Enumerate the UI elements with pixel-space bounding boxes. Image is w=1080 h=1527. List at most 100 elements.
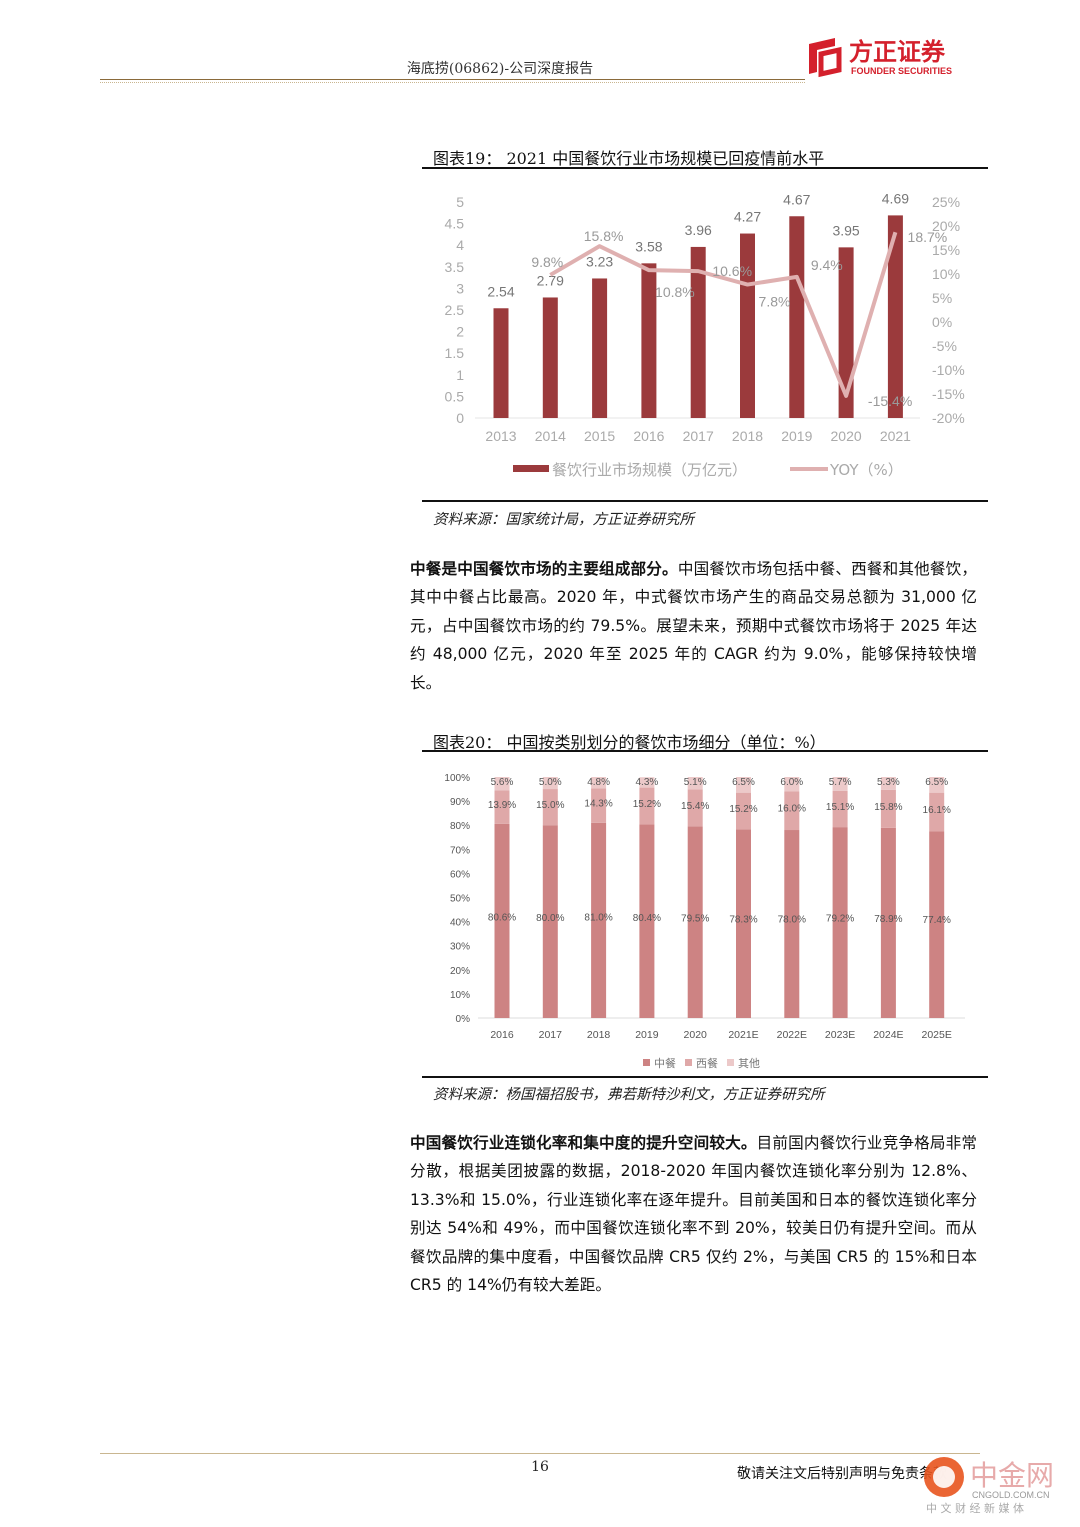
segment-value-label: 80.0% <box>536 913 564 924</box>
x-tick-label: 2023E <box>825 1029 855 1041</box>
y-left-tick-label: 0 <box>456 410 464 426</box>
segment-value-label: 5.3% <box>877 777 900 788</box>
segment-value-label: 80.4% <box>633 913 661 924</box>
segment-value-label: 16.0% <box>778 804 806 815</box>
yoy-value-label: 18.7% <box>908 229 948 245</box>
x-tick-label: 2022E <box>777 1029 807 1041</box>
figure20-chart: 0% 10% 20% 30% 40% 50% 60% 70% 80% 90% 100% 80.6% 13… <box>444 773 965 1070</box>
x-tick-label: 2019 <box>635 1029 659 1041</box>
svg-text:CNGOLD.COM.CN: CNGOLD.COM.CN <box>972 1490 1050 1500</box>
figure19-chart: 0 0.5 1 1.5 2 2.5 3 3.5 4 4.5 5 -20% -15% -10% -5% 0% 5%… <box>445 190 965 479</box>
segment-value-label: 5.0% <box>539 777 562 788</box>
bar-market-size <box>641 263 657 418</box>
y-left-tick-label: 3 <box>456 280 464 296</box>
stacked-bar-western <box>784 791 800 831</box>
y-right-tick-label: 5% <box>932 290 952 306</box>
figure20-caption: 图表20： 中国按类别划分的餐饮市场细分（单位：%） <box>433 733 826 752</box>
figure20-source: 资料来源：杨国福招股书，弗若斯特沙利文，方正证券研究所 <box>433 1087 825 1103</box>
bar-value-label: 3.96 <box>685 222 712 238</box>
y-tick-label: 40% <box>450 918 470 929</box>
yoy-value-label: 10.8% <box>655 284 695 300</box>
stacked-bar-chinese <box>832 827 848 1018</box>
segment-value-label: 15.4% <box>681 801 709 812</box>
stacked-bar-chinese <box>639 824 655 1018</box>
y-tick-label: 90% <box>450 797 470 808</box>
y-tick-label: 30% <box>450 942 470 953</box>
y-tick-label: 50% <box>450 894 470 905</box>
x-tick-label: 2018 <box>587 1029 611 1041</box>
y-right-tick-label: 10% <box>932 266 960 282</box>
segment-value-label: 6.5% <box>925 777 948 788</box>
x-tick-label: 2017 <box>683 428 714 444</box>
segment-value-label: 78.3% <box>729 914 757 925</box>
y-tick-label: 80% <box>450 821 470 832</box>
founder-securities-logo: 方正证券 FOUNDER SECURITIES <box>809 38 952 78</box>
stacked-bar-western <box>832 790 848 828</box>
x-tick-label: 2019 <box>781 428 812 444</box>
footer-divider <box>100 1453 980 1454</box>
svg-text:FOUNDER SECURITIES: FOUNDER SECURITIES <box>851 66 952 76</box>
y-tick-label: 20% <box>450 966 470 977</box>
bar-market-size <box>887 215 903 418</box>
y-left-tick-label: 4 <box>456 237 464 253</box>
y-right-tick-label: 25% <box>932 194 960 210</box>
x-tick-label: 2021E <box>728 1029 758 1041</box>
x-tick-label: 2018 <box>732 428 763 444</box>
yoy-value-label: 7.8% <box>759 294 791 310</box>
stacked-bar-other <box>929 777 945 793</box>
stacked-bar-other <box>832 777 848 791</box>
x-tick-label: 2024E <box>873 1029 903 1041</box>
stacked-bar-western <box>494 790 510 824</box>
stacked-bar-western <box>929 792 945 832</box>
x-tick-label: 2016 <box>490 1029 514 1041</box>
segment-value-label: 77.4% <box>923 915 951 926</box>
yoy-value-label: 9.4% <box>811 257 843 273</box>
figure20-top-rule <box>422 750 988 752</box>
y-right-tick-label: 15% <box>932 242 960 258</box>
bar-market-size <box>493 308 509 418</box>
segment-value-label: 15.1% <box>826 802 854 813</box>
segment-value-label: 5.6% <box>491 777 514 788</box>
y-right-tick-label: 0% <box>932 314 952 330</box>
figure19-top-rule <box>422 167 988 169</box>
stacked-bar-other <box>639 777 655 788</box>
svg-text:中 文 财 经 新 媒 体: 中 文 财 经 新 媒 体 <box>926 1501 1024 1515</box>
x-tick-label: 2015 <box>584 428 615 444</box>
x-tick-label: 2020 <box>684 1029 708 1041</box>
stacked-bar-western <box>736 792 751 830</box>
segment-value-label: 15.0% <box>536 800 564 811</box>
figure20-bottom-rule <box>422 1076 988 1078</box>
svg-text:方正证券: 方正证券 <box>849 38 946 66</box>
yoy-value-label: 15.8% <box>584 228 624 244</box>
bar-value-label: 3.23 <box>586 253 613 269</box>
bar-market-size <box>838 247 854 418</box>
stacked-bar-western <box>639 787 655 825</box>
segment-value-label: 79.2% <box>826 914 854 925</box>
segment-value-label: 16.1% <box>923 805 951 816</box>
legend-swatch <box>727 1059 734 1066</box>
stacked-bar-chinese <box>494 823 510 1018</box>
segment-value-label: 4.3% <box>636 777 659 788</box>
segment-value-label: 5.1% <box>684 777 707 788</box>
figure19-caption: 图表19： 2021 中国餐饮行业市场规模已回疫情前水平 <box>433 149 825 168</box>
stacked-bar-other <box>591 777 607 789</box>
y-right-tick-label: -15% <box>932 386 965 402</box>
segment-value-label: 80.6% <box>488 913 516 924</box>
segment-value-label: 79.5% <box>681 913 709 924</box>
stacked-bar-chinese <box>784 830 800 1018</box>
segment-value-label: 5.7% <box>829 777 852 788</box>
segment-value-label: 78.9% <box>874 914 902 925</box>
y-right-tick-label: -20% <box>932 410 965 426</box>
segment-value-label: 14.3% <box>584 799 612 810</box>
stacked-bar-chinese <box>880 827 896 1018</box>
line-yoy <box>549 231 898 398</box>
y-left-tick-label: 1 <box>456 367 464 383</box>
y-tick-label: 100% <box>444 773 470 784</box>
figure19-bottom-rule <box>422 500 988 502</box>
stacked-bar-other <box>880 777 896 790</box>
segment-value-label: 15.8% <box>874 802 902 813</box>
legend-label-yoy: YOY（%） <box>829 461 903 479</box>
segment-value-label: 15.2% <box>633 799 661 810</box>
bar-value-label: 3.58 <box>635 238 662 254</box>
segment-value-label: 4.8% <box>587 777 610 788</box>
